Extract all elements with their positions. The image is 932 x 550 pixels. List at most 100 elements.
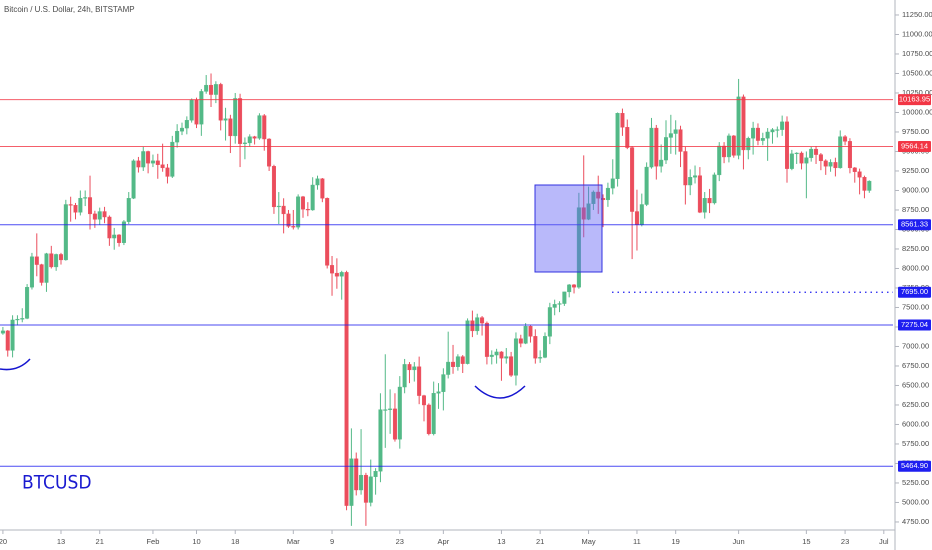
candle-body — [242, 142, 247, 144]
axes: 4750.005000.005250.005500.005750.006000.… — [0, 10, 932, 546]
candle-body — [170, 141, 175, 177]
x-tick-label: 21 — [96, 537, 104, 546]
candle-body — [838, 136, 843, 169]
candle-body — [5, 330, 10, 351]
candle-body — [513, 338, 518, 376]
candle-body — [823, 160, 828, 167]
candle-body — [383, 409, 388, 411]
candle-body — [625, 127, 630, 148]
candle-body — [286, 213, 291, 227]
candle-body — [354, 458, 359, 491]
candle-body — [146, 151, 151, 164]
x-tick-label: May — [581, 537, 595, 546]
candle-body — [102, 211, 107, 218]
y-tick-label: 6750.00 — [902, 361, 929, 370]
candle-body — [499, 351, 504, 359]
x-tick-label: 19 — [672, 537, 680, 546]
x-tick-label: Apr — [438, 537, 450, 546]
y-tick-label: 6250.00 — [902, 400, 929, 409]
candle-body — [451, 361, 456, 367]
candle-body — [291, 226, 296, 228]
candle-body — [300, 196, 305, 210]
candle-body — [581, 207, 586, 220]
candle-body — [131, 160, 136, 199]
candle-body — [639, 204, 644, 225]
candle-body — [20, 318, 25, 320]
candle-body — [305, 208, 310, 211]
x-tick-label: 21 — [536, 537, 544, 546]
candle-body — [780, 121, 785, 130]
candle-body — [833, 162, 838, 169]
y-tick-label: 7500.00 — [902, 302, 929, 311]
candle-body — [605, 187, 610, 201]
candle-body — [179, 127, 184, 132]
candle-body — [15, 318, 20, 321]
candle-body — [722, 145, 727, 158]
y-tick-label: 11000.00 — [902, 29, 932, 38]
y-tick-label: 6000.00 — [902, 419, 929, 428]
level-label: 5464.90 — [901, 461, 928, 470]
candle-body — [262, 115, 267, 140]
candle-body — [818, 154, 823, 162]
candle-body — [668, 133, 673, 138]
level-label-box — [898, 286, 931, 298]
candle-body — [441, 374, 446, 392]
candle-body — [189, 99, 194, 121]
candle-body — [634, 211, 639, 225]
candle-body — [770, 129, 775, 133]
candle-body — [601, 198, 606, 201]
candle-body — [867, 180, 872, 191]
candle-body — [334, 272, 339, 277]
candle-body — [528, 325, 533, 337]
candle-body — [78, 198, 83, 213]
candle-body — [330, 265, 335, 274]
x-tick-label: 23 — [396, 537, 404, 546]
candle-body — [315, 178, 320, 186]
level-label-box — [898, 140, 931, 152]
candle-body — [0, 330, 5, 334]
candle-body — [843, 136, 848, 142]
candle-body — [460, 356, 465, 364]
candle-body — [204, 84, 209, 92]
candle-body — [746, 138, 751, 151]
candle-body — [552, 304, 557, 308]
candle-body — [10, 319, 15, 351]
level-label: 7275.04 — [901, 320, 928, 329]
candle-body — [213, 84, 218, 95]
candle-body — [54, 254, 59, 268]
candle-body — [562, 291, 567, 304]
y-tick-label: 8250.00 — [902, 244, 929, 253]
candle-body — [852, 167, 857, 172]
y-tick-label: 5750.00 — [902, 439, 929, 448]
level-label-box — [898, 94, 931, 106]
candle-body — [475, 317, 480, 332]
candle-body — [228, 118, 233, 137]
candle-body — [678, 129, 683, 152]
candle-body — [828, 162, 833, 167]
candle-body — [417, 366, 422, 396]
candle-body — [412, 366, 417, 371]
candle-body — [63, 204, 68, 261]
candle-body — [388, 408, 393, 410]
candle-body — [542, 336, 547, 358]
candle-body — [155, 160, 160, 165]
y-tick-label: 10500.00 — [902, 68, 932, 77]
y-tick-label: 5250.00 — [902, 478, 929, 487]
candle-body — [117, 234, 122, 243]
candle-body — [320, 178, 325, 199]
candle-body — [523, 325, 528, 344]
candle-body — [373, 471, 378, 477]
level-label: 9564.14 — [901, 141, 928, 150]
candle-body — [489, 354, 494, 357]
candle-body — [325, 198, 330, 266]
range-box — [534, 184, 603, 273]
y-tick-label: 9250.00 — [902, 166, 929, 175]
level-label-box — [898, 460, 931, 472]
candle-body — [349, 458, 354, 506]
candle-body — [184, 120, 189, 129]
candle-body — [470, 320, 475, 332]
candle-body — [576, 207, 581, 288]
candle-body — [359, 474, 364, 491]
candle-body — [267, 138, 272, 167]
candle-body — [160, 164, 165, 169]
